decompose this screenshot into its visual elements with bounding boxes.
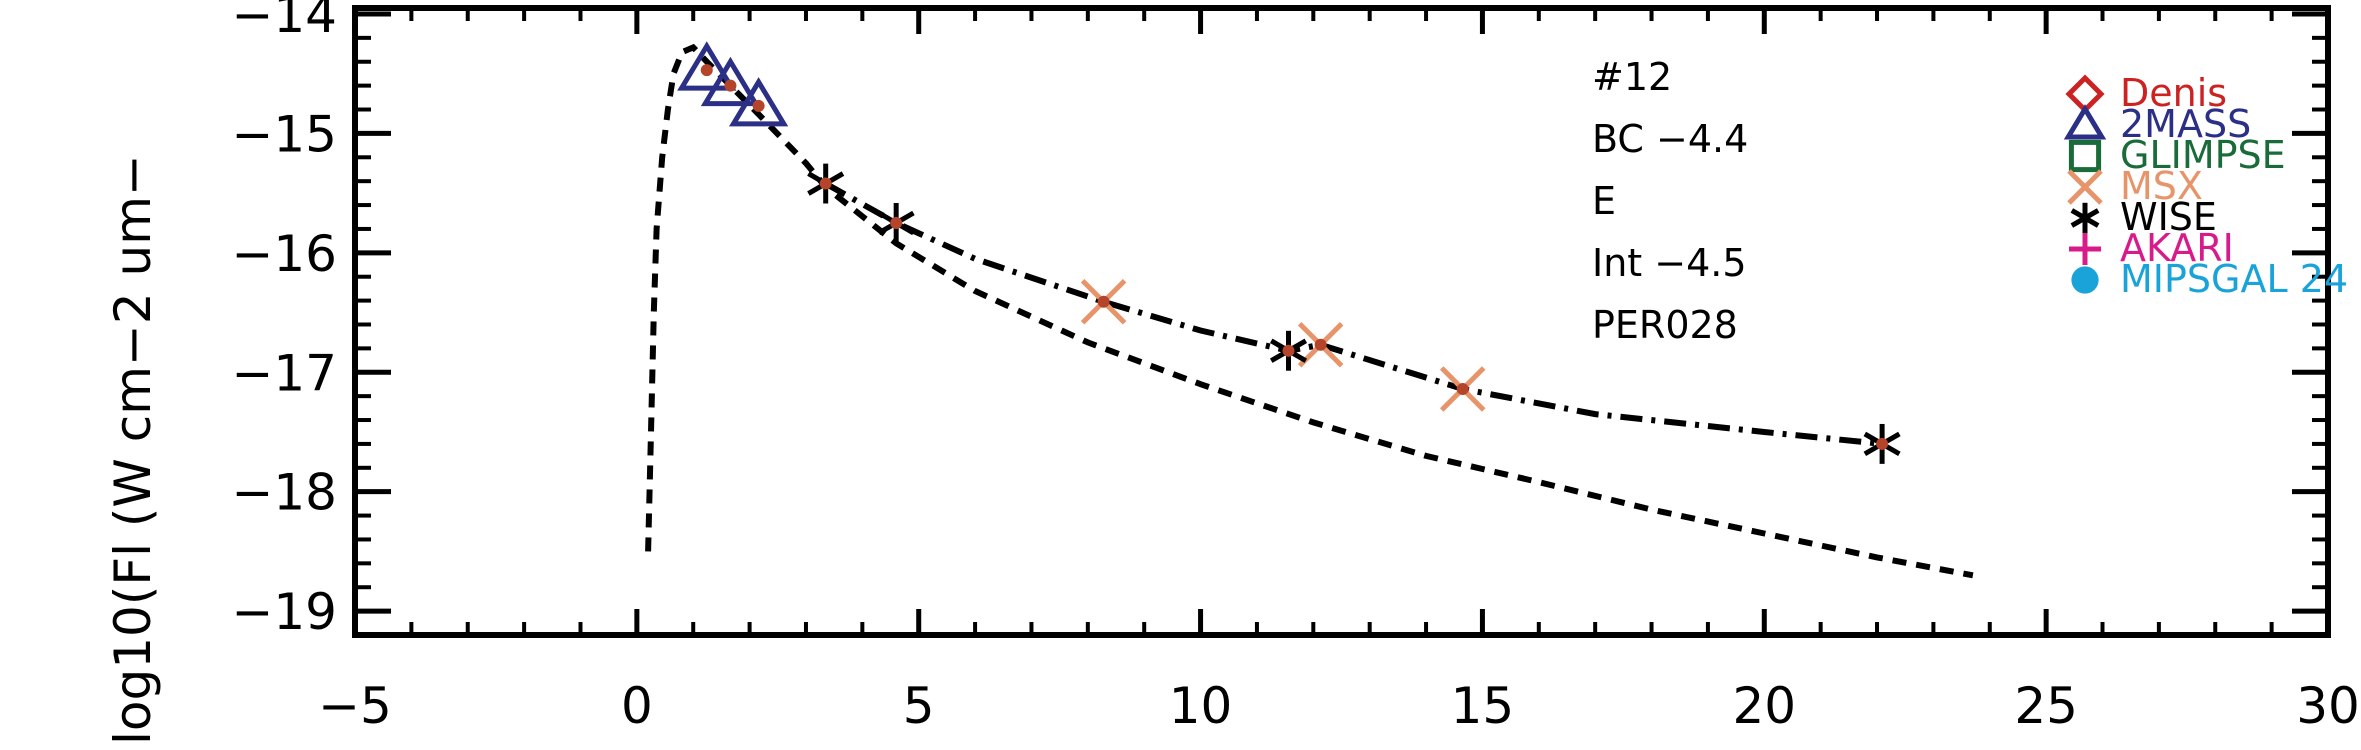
point-center-dot: [1282, 344, 1295, 357]
legend-marker-glimpse: [2068, 139, 2102, 173]
x-tick-label: 15: [1451, 677, 1515, 735]
legend-label: MIPSGAL 24: [2120, 257, 2348, 301]
annotations: #12 BC −4.4 E Int −4.5 PER028: [1592, 55, 1748, 347]
x-tick-label: 20: [1732, 677, 1796, 735]
x-tick-label: −5: [318, 677, 392, 735]
point-2mass: [729, 77, 789, 127]
x-tick-label: 0: [621, 677, 653, 735]
legend-marker-2mass: [2063, 104, 2107, 140]
legend-label: MSX: [2120, 164, 2203, 208]
point-center-dot: [700, 64, 713, 77]
point-center-dot: [1097, 295, 1110, 308]
data-points: [677, 41, 1901, 464]
x-tick-label: 25: [2014, 677, 2078, 735]
model-line-dashed: [645, 43, 1974, 579]
annotation-text: PER028: [1592, 303, 1738, 347]
point-center-dot: [890, 216, 903, 229]
legend-marker-akari: [2069, 233, 2101, 265]
point-2mass: [677, 41, 737, 91]
legend-marker-mipsgal-24: [2071, 266, 2099, 294]
point-center-dot: [1456, 382, 1469, 395]
point-2mass-shape: [677, 41, 737, 91]
legend-marker-wise-stroke: [2070, 208, 2100, 228]
x-tick-label: 10: [1169, 677, 1233, 735]
annotation-text: E: [1592, 179, 1616, 223]
legend-label: Denis: [2120, 71, 2227, 115]
point-center-dot: [819, 177, 832, 190]
legend-marker-glimpse-shape: [2068, 139, 2102, 173]
legend-marker-msx-stroke: [2067, 169, 2103, 205]
annotation-text: Int −4.5: [1592, 241, 1747, 285]
point-2mass-shape: [729, 77, 789, 127]
y-axis-label: log10(Fl (W cm−2 um−: [104, 154, 162, 745]
y-tick-label: −18: [231, 464, 337, 522]
point-center-dot: [1314, 338, 1327, 351]
legend-label: 2MASS: [2120, 102, 2251, 146]
plot-frame: [352, 5, 2331, 638]
x-tick-label: 30: [2296, 677, 2360, 735]
y-tick-label: −19: [231, 583, 337, 641]
y-tick-label: −15: [231, 105, 337, 163]
point-center-dot: [1876, 437, 1889, 450]
point-2mass: [700, 56, 761, 107]
point-center-dot: [752, 99, 765, 112]
y-tick-label: −14: [231, 0, 337, 44]
x-tick-label: 5: [903, 677, 935, 735]
annotation-text: BC −4.4: [1592, 117, 1748, 161]
annotation-text: #12: [1592, 55, 1672, 99]
legend-label: WISE: [2120, 195, 2217, 239]
axis-ticks: −5 0 5 10 15 20 25 30 −14 −15 −16 −17 −18 −19: [231, 0, 2359, 735]
legend-marker-mipsgal-24-shape: [2071, 266, 2099, 294]
point-2mass-shape: [700, 56, 761, 107]
legend-marker-2mass-shape: [2063, 104, 2107, 140]
y-tick-label: −17: [231, 344, 337, 402]
y-tick-label: −16: [231, 225, 337, 283]
legend-marker-wise: [2070, 202, 2100, 234]
legend-label: GLIMPSE: [2120, 133, 2286, 177]
model-lines: [645, 43, 1974, 579]
plot-border: [352, 5, 2331, 638]
point-center-dot: [724, 79, 737, 92]
legend-label: AKARI: [2120, 226, 2234, 270]
legend-marker-msx: [2067, 169, 2103, 205]
